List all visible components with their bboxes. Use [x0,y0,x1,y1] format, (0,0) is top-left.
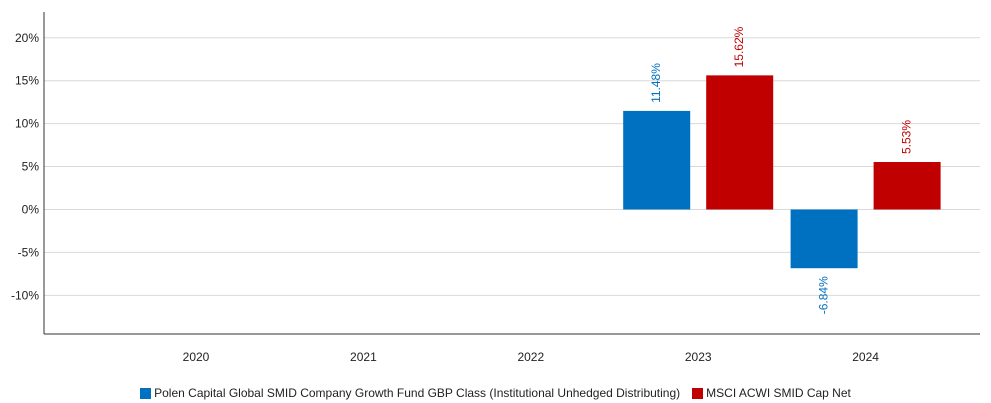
data-label: 15.62% [732,26,746,67]
bars [623,75,941,269]
x-tick-label: 2023 [685,350,712,364]
bar [706,75,774,210]
legend-label-fund: Polen Capital Global SMID Company Growth… [154,386,681,400]
y-tick-label: 0% [22,202,40,216]
gridlines [44,37,980,296]
y-tick-label: -10% [11,288,39,302]
legend: Polen Capital Global SMID Company Growth… [0,386,991,400]
bar [623,110,691,210]
y-tick-label: 15% [15,74,39,88]
legend-item-fund: Polen Capital Global SMID Company Growth… [140,386,680,400]
data-label: 5.53% [899,120,913,154]
x-tick-label: 2021 [350,350,377,364]
legend-item-benchmark: MSCI ACWI SMID Cap Net [692,386,851,400]
y-tick-labels: 20% 15% 10% 5% 0% -5% -10% [11,31,39,303]
y-tick-label: 20% [15,31,39,45]
x-tick-labels: 2020 2021 2022 2023 2024 [183,350,880,364]
axes [43,12,980,335]
data-labels: 11.48% -6.84% 15.62% 5.53% [649,26,913,314]
y-tick-label: 5% [22,160,40,174]
bar-chart: 11.48% -6.84% 15.62% 5.53% 20% 15% 10% 5% 0% -5%… [11,12,980,364]
y-tick-label: -5% [18,245,40,259]
x-tick-label: 2020 [183,350,210,364]
data-label: 11.48% [649,63,663,103]
data-label: -6.84% [816,276,830,314]
x-tick-label: 2022 [517,350,544,364]
bar [790,209,858,269]
legend-label-benchmark: MSCI ACWI SMID Cap Net [706,386,851,400]
bar [873,162,941,210]
y-tick-label: 10% [15,117,39,131]
legend-swatch-benchmark [692,387,704,399]
x-tick-label: 2024 [852,350,879,364]
legend-swatch-fund [140,387,152,399]
